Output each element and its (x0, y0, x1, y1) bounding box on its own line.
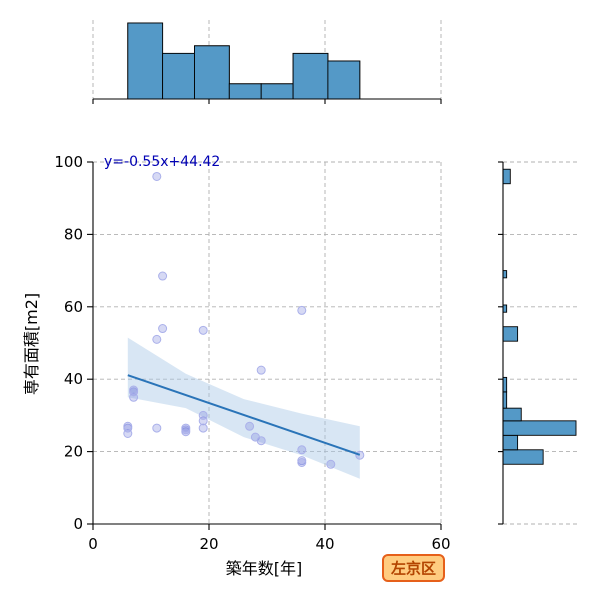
right-histogram (498, 161, 580, 525)
scatter-point (326, 459, 336, 469)
scatter-point (123, 421, 133, 431)
scatter-point (198, 325, 208, 335)
right-hist-bar (502, 449, 544, 465)
top-hist-bar (292, 52, 329, 100)
area-badge-label: 左京区 (390, 560, 436, 578)
y-tick-label: 40 (64, 370, 83, 388)
x-tick-label: 40 (315, 535, 334, 553)
top-hist-bar (194, 45, 230, 100)
x-tick-label: 20 (199, 535, 218, 553)
y-tick-label: 20 (64, 443, 83, 461)
top-hist-bar (260, 83, 294, 100)
scatter-point (152, 423, 162, 433)
scatter-point (245, 421, 255, 431)
right-hist-bar (502, 407, 522, 422)
top-hist-bar (127, 22, 164, 100)
scatter-point (158, 271, 168, 281)
y-tick-label: 0 (73, 515, 83, 533)
right-hist-bar (502, 326, 519, 342)
y-tick-label: 60 (64, 298, 83, 316)
scatter-point (256, 365, 266, 375)
y-axis-title: 専有面積[m2] (22, 293, 41, 395)
scatter-point (297, 457, 307, 467)
right-hist-bar (502, 420, 577, 436)
top-hist-bar (327, 60, 361, 100)
right-hist-bar (502, 434, 519, 451)
scatter-point (297, 445, 307, 455)
y-tick-label: 100 (54, 153, 83, 171)
top-hist-bar (228, 83, 262, 100)
regression-equation: y=-0.55x+44.42 (104, 154, 220, 170)
scatter-point (158, 324, 168, 334)
top-hist-bar (162, 52, 195, 100)
top-histogram (92, 20, 442, 104)
scatter-point (198, 410, 208, 420)
scatter-point (198, 423, 208, 433)
scatter-point (256, 436, 266, 446)
x-axis-title: 築年数[年] (226, 559, 303, 578)
area-badge: 左京区 (382, 554, 445, 582)
regression-line (127, 374, 361, 456)
scatter-point (152, 334, 162, 344)
area-badge-box (382, 554, 445, 582)
x-tick-label: 0 (88, 535, 98, 553)
scatter-point (355, 450, 365, 460)
x-tick-label: 60 (431, 535, 450, 553)
scatter-point (152, 171, 162, 181)
scatter-point (129, 385, 139, 395)
confidence-band (127, 337, 360, 479)
y-tick-label: 80 (64, 225, 83, 243)
scatter-point (297, 305, 307, 315)
scatter-point (181, 423, 191, 433)
main-scatter-plot: 0 20 40 60 0 20 40 60 80 100 (54, 153, 450, 553)
right-hist-bar (502, 168, 511, 185)
